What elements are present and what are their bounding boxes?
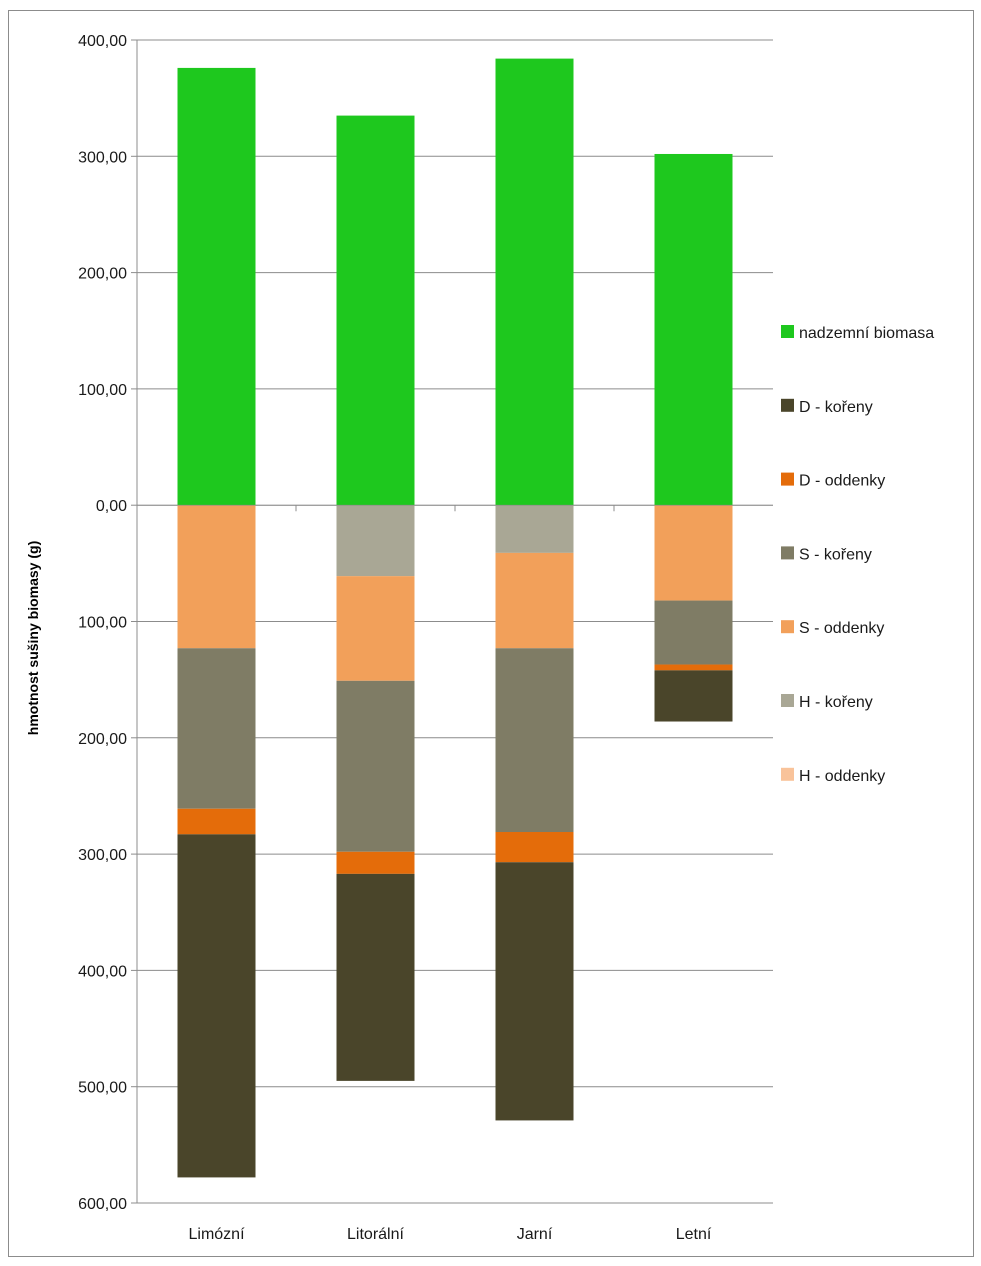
bar-segment-D---kořeny — [654, 670, 733, 722]
x-category-label: Jarní — [517, 1226, 553, 1243]
bar-segment-D---kořeny — [177, 834, 256, 1178]
bar-segment-D---oddenky — [336, 851, 415, 874]
bar-segment-H---kořeny — [336, 505, 415, 577]
y-axis-label: hmotnost sušiny biomasy (g) — [25, 541, 41, 735]
y-tick-label: 200,00 — [78, 266, 127, 283]
legend-label: S - kořeny — [799, 546, 872, 563]
y-tick-label: 100,00 — [78, 382, 127, 399]
legend-label: S - oddenky — [799, 620, 884, 637]
y-tick-label: 500,00 — [78, 1080, 127, 1097]
x-category-label: Limózní — [188, 1226, 245, 1243]
bar-segment-D---oddenky — [654, 664, 733, 671]
bar-segment-S---oddenky — [336, 576, 415, 681]
y-tick-label: 400,00 — [78, 33, 127, 50]
x-category-label: Letní — [676, 1226, 712, 1243]
legend-label: D - kořeny — [799, 399, 873, 416]
legend-swatch — [781, 398, 794, 412]
y-tick-label: 300,00 — [78, 149, 127, 166]
legend-label: H - oddenky — [799, 768, 885, 785]
axes — [131, 39, 773, 1204]
bar-segment-nadzemní-biomasa — [336, 115, 415, 506]
y-tick-label: 300,00 — [78, 847, 127, 864]
x-category-labels: Limózní Litorální Jarní Letní — [188, 1226, 711, 1243]
bar-segment-nadzemní-biomasa — [654, 153, 733, 506]
legend-label: H - kořeny — [799, 694, 873, 711]
bars — [177, 58, 733, 1178]
x-category-label: Litorální — [347, 1226, 404, 1243]
bar-segment-H---kořeny — [495, 505, 574, 553]
bar-segment-nadzemní-biomasa — [495, 58, 574, 506]
bar-segment-D---kořeny — [495, 862, 574, 1121]
legend-swatch — [781, 694, 794, 707]
chart-frame — [8, 10, 974, 1257]
bar-segment-S---kořeny — [495, 648, 574, 833]
y-tick-labels: 400,00 300,00 200,00 100,00 0,00 100,00 200,00… — [78, 33, 127, 1213]
legend-label: D - oddenky — [799, 473, 885, 490]
y-tick-label: 0,00 — [96, 498, 127, 515]
bar-segment-S---kořeny — [177, 648, 256, 809]
y-tick-label: 100,00 — [78, 615, 127, 632]
bar-segment-D---kořeny — [336, 873, 415, 1081]
bar-segment-S---oddenky — [654, 505, 733, 601]
bar-segment-D---oddenky — [495, 832, 574, 863]
bar-segment-S---oddenky — [177, 505, 256, 649]
legend-swatch — [781, 767, 794, 781]
legend-label: nadzemní biomasa — [799, 325, 934, 342]
bar-segment-S---kořeny — [654, 600, 733, 665]
legend-swatch — [781, 620, 794, 634]
y-tick-label: 200,00 — [78, 731, 127, 748]
y-tick-label: 400,00 — [78, 963, 127, 980]
legend: nadzemní biomasa D - kořeny D - oddenky S -… — [781, 325, 934, 785]
bar-segment-S---kořeny — [336, 680, 415, 852]
bar-segment-S---oddenky — [495, 552, 574, 649]
bar-segment-nadzemní-biomasa — [177, 67, 256, 506]
legend-swatch — [781, 472, 794, 486]
y-tick-label: 600,00 — [78, 1196, 127, 1213]
legend-swatch — [781, 325, 794, 338]
legend-swatch — [781, 546, 794, 560]
bar-segment-D---oddenky — [177, 808, 256, 835]
